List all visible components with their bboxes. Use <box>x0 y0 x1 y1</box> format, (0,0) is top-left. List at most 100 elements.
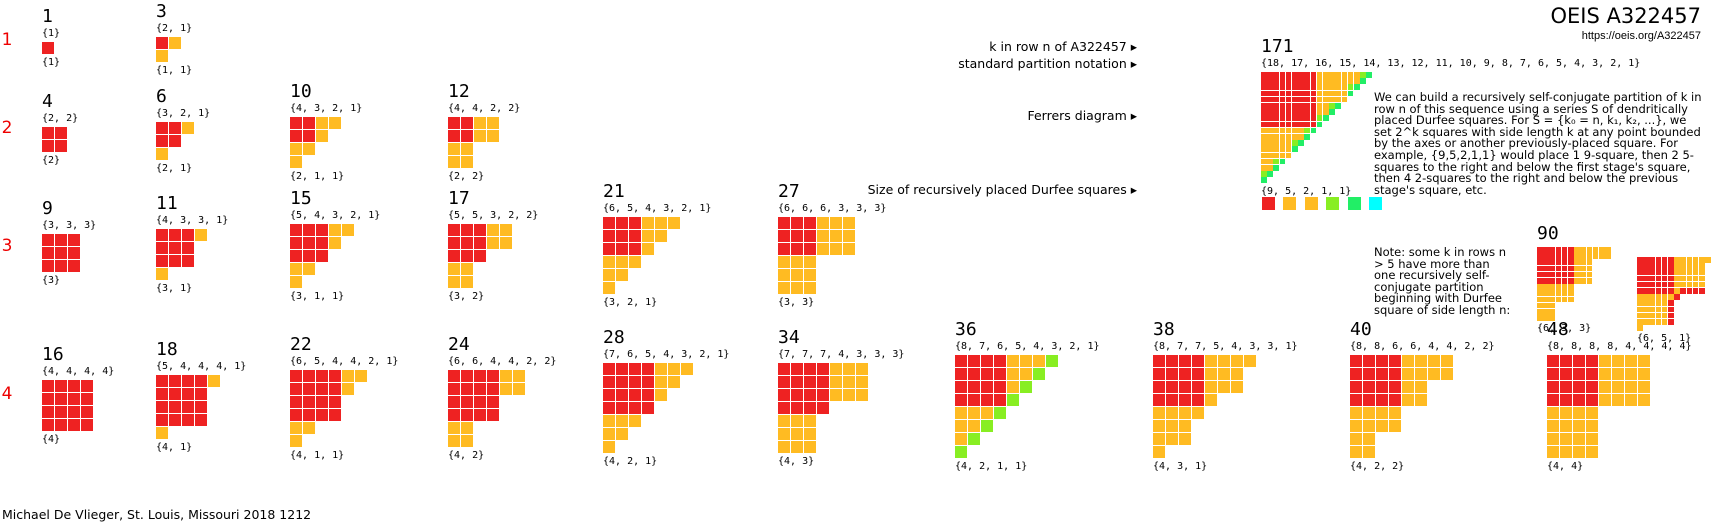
ferrers-cell <box>1273 115 1279 121</box>
ferrers-cell <box>603 230 615 242</box>
ferrers-cell <box>1166 368 1178 380</box>
oeis-url[interactable]: https://oeis.org/A322457 <box>1581 30 1701 42</box>
ferrers-cell <box>1415 368 1427 380</box>
ferrers-cell <box>1661 288 1668 294</box>
ferrers-cell <box>1549 265 1555 272</box>
ferrers-cell <box>1543 296 1549 303</box>
ferrers-cell <box>1655 269 1662 275</box>
ferrers-cell <box>1316 115 1323 121</box>
ferrers-cell <box>1285 127 1292 134</box>
ferrers-cell <box>843 217 855 229</box>
ferrers-cell <box>1285 96 1292 103</box>
ferrers-cell <box>994 394 1006 406</box>
ferrers-cell <box>1310 115 1317 121</box>
ferrers-cell <box>1261 177 1267 183</box>
ferrers-cell <box>1586 259 1593 265</box>
ferrers-cell <box>1279 115 1286 121</box>
ferrers-cell <box>955 394 967 406</box>
ferrers-cell <box>1637 294 1643 300</box>
ferrers-cell <box>1574 265 1580 272</box>
ferrers-cell <box>1686 281 1693 288</box>
ferrers-cell <box>1537 278 1543 284</box>
ferrers-cell <box>1643 257 1649 263</box>
ferrers-cell <box>1574 278 1580 284</box>
ferrers-cell <box>1547 407 1559 419</box>
ferrers-cell <box>487 117 499 129</box>
ferrers-cell <box>1389 420 1401 432</box>
ferrers-cell <box>981 355 993 367</box>
ferrers-cell <box>955 433 967 445</box>
ferrers-cell <box>817 243 829 255</box>
ferrers-cell <box>1020 381 1032 393</box>
ferrers-cell <box>981 420 993 432</box>
ferrers-cell <box>55 380 67 392</box>
ferrers-cell <box>1643 281 1649 288</box>
ferrers-cell <box>1279 90 1286 97</box>
ferrers-cell <box>968 381 980 393</box>
ferrers-cell <box>616 389 628 401</box>
ferrers-cell <box>1304 134 1310 140</box>
ferrers-cell <box>461 276 473 288</box>
ferrers-cell <box>290 409 302 421</box>
k-value: 28 <box>603 327 625 348</box>
ferrers-cell <box>1649 269 1655 275</box>
ferrers-cell <box>1347 84 1354 90</box>
ferrers-cell <box>1285 103 1292 109</box>
ferrers-cell <box>1285 109 1292 115</box>
row-label-4: 4 <box>1 384 13 404</box>
ferrers-cell <box>1273 146 1279 152</box>
partition-item: 17 {5, 5, 3, 2, 2} {3, 2} <box>448 190 538 303</box>
ferrers-cell <box>629 256 641 268</box>
ferrers-cell <box>1298 96 1304 103</box>
ferrers-cell <box>830 217 842 229</box>
ferrers-cell <box>303 224 315 236</box>
k-value: 10 <box>290 81 312 102</box>
ferrers-cell <box>1537 290 1543 296</box>
ferrers-cell <box>55 127 67 139</box>
ferrers-cell <box>642 376 654 388</box>
ferrers-cell <box>1363 368 1375 380</box>
ferrers-cell <box>195 375 207 387</box>
ferrers-cell <box>1389 368 1401 380</box>
ferrers-cell <box>303 370 315 382</box>
ferrers-cell <box>1310 109 1317 115</box>
ferrers-cell <box>1586 433 1598 445</box>
ferrers-cell <box>329 370 341 382</box>
ferrers-cell <box>1561 265 1568 272</box>
ferrers-cell <box>303 263 315 275</box>
ferrers-cell <box>1329 84 1335 90</box>
ferrers-cell <box>182 401 194 413</box>
ferrers-cell <box>1612 381 1624 393</box>
ferrers-cell <box>42 260 54 272</box>
ferrers-cell <box>1304 96 1310 103</box>
ferrers-cell <box>1586 278 1593 284</box>
ferrers-cell <box>1267 72 1273 78</box>
ferrers-cell <box>1561 247 1568 253</box>
ferrers-cell <box>655 217 667 229</box>
ferrers-cell <box>791 282 803 294</box>
ferrers-cell <box>791 269 803 281</box>
ferrers-cell <box>81 393 93 405</box>
ferrers-cell <box>804 376 816 388</box>
ferrers-cell <box>1166 355 1178 367</box>
ferrers-cell <box>316 409 328 421</box>
ferrers-cell <box>616 428 628 440</box>
ferrers-cell <box>500 383 512 395</box>
ferrers-cell <box>474 396 486 408</box>
ferrers-cell <box>778 376 790 388</box>
ferrers-cell <box>1354 78 1360 84</box>
ferrers-cell <box>1637 288 1643 294</box>
ferrers-cell <box>1335 90 1341 97</box>
ferrers-cell <box>156 135 168 147</box>
ferrers-cell <box>290 250 302 262</box>
ferrers-cell <box>1555 290 1562 296</box>
ferrers-cell <box>290 383 302 395</box>
ferrers-cell <box>1549 290 1555 296</box>
ferrers-cell <box>1153 355 1165 367</box>
ferrers-cell <box>778 363 790 375</box>
ferrers-cell <box>830 363 842 375</box>
ferrers-cell <box>487 383 499 395</box>
ferrers-diagram <box>1350 355 1454 459</box>
ferrers-cell <box>182 388 194 400</box>
ferrers-cell <box>1323 78 1329 84</box>
